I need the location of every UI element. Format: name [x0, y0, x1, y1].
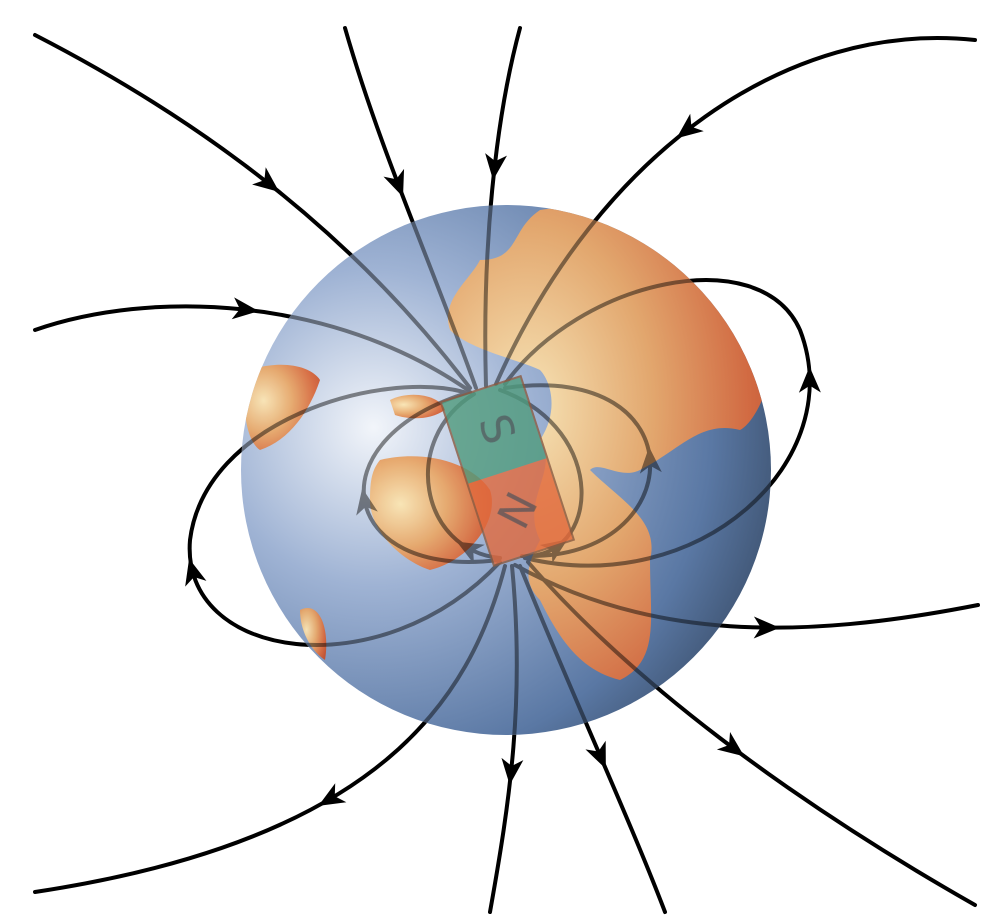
north-pole	[467, 457, 574, 566]
field-line	[33, 33, 472, 390]
field-line	[488, 564, 519, 914]
field-line	[33, 564, 507, 894]
field-line	[187, 384, 502, 647]
field-line	[503, 278, 812, 568]
magnet: S N	[439, 374, 576, 567]
field-line	[498, 388, 584, 559]
field-line	[343, 26, 478, 390]
field-line	[503, 383, 653, 559]
field-line	[33, 304, 470, 392]
field-lines-outside	[33, 26, 980, 914]
field-line	[518, 564, 667, 914]
field-line	[483, 26, 522, 388]
south-pole	[440, 376, 548, 484]
field-line	[494, 36, 977, 386]
field-line	[361, 390, 500, 564]
field-line	[526, 560, 977, 907]
field-lines	[33, 26, 980, 914]
arrowhead	[356, 488, 378, 516]
field-line	[513, 563, 980, 630]
